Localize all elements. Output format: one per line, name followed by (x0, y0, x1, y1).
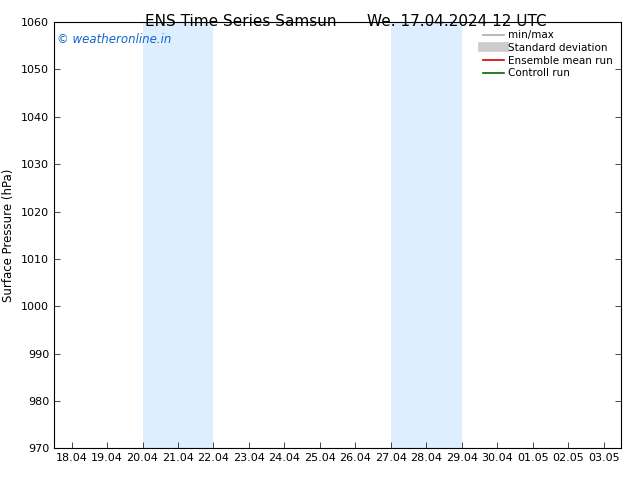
Y-axis label: Surface Pressure (hPa): Surface Pressure (hPa) (3, 169, 15, 302)
Bar (391, 22, 462, 448)
Text: We. 17.04.2024 12 UTC: We. 17.04.2024 12 UTC (366, 14, 547, 29)
Legend: min/max, Standard deviation, Ensemble mean run, Controll run: min/max, Standard deviation, Ensemble me… (480, 27, 616, 81)
Bar (143, 22, 214, 448)
Text: ENS Time Series Samsun: ENS Time Series Samsun (145, 14, 337, 29)
Text: © weatheronline.in: © weatheronline.in (56, 33, 171, 46)
